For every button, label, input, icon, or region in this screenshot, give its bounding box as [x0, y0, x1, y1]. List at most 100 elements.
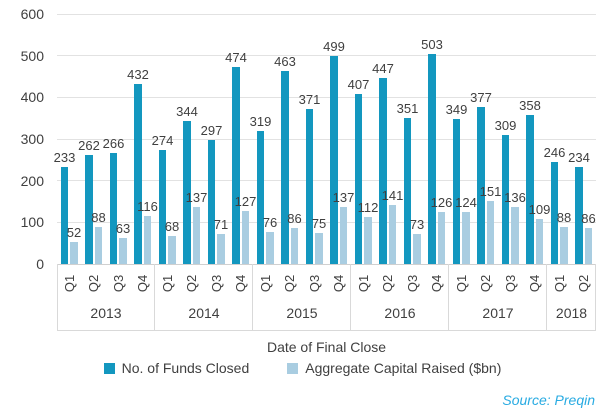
funds-value-label-2014-Q4: 474	[225, 49, 247, 65]
y-tick-label-200: 200	[20, 172, 44, 189]
capital-bar-2016-Q3	[413, 233, 421, 264]
capital-bar-2015-Q1	[266, 232, 274, 264]
quarter-label-2013-Q4: Q4	[135, 274, 151, 293]
quarter-label-2017-Q3: Q3	[502, 274, 518, 293]
funds-bar-2014-Q2	[183, 120, 191, 264]
year-label-2017: 2017	[482, 305, 514, 321]
funds-bar-2013-Q2	[85, 154, 93, 264]
year-band-separator-2013	[154, 264, 155, 330]
year-band-separator-2015	[350, 264, 351, 330]
quarter-label-2013-Q3: Q3	[110, 274, 126, 293]
capital-value-label-2015-Q4: 137	[332, 189, 355, 205]
capital-bar-2014-Q4	[241, 211, 250, 264]
quarter-label-2015-Q4: Q4	[331, 274, 347, 293]
gridline-600	[57, 13, 596, 15]
source-credit: Source: Preqin	[502, 392, 595, 408]
funds-value-label-2017-Q2: 377	[470, 89, 492, 105]
funds-value-label-2017-Q1: 349	[445, 101, 468, 117]
funds-value-label-2013-Q1: 233	[53, 149, 76, 165]
funds-bar-2017-Q1	[452, 118, 461, 264]
capital-value-label-2018-Q2: 86	[581, 211, 596, 227]
quarter-label-2014-Q4: Q4	[233, 274, 249, 293]
capital-bar-2014-Q3	[217, 234, 225, 264]
capital-bar-2014-Q1	[168, 235, 176, 264]
capital-value-label-2015-Q3: 75	[311, 215, 327, 231]
funds-bar-2015-Q3	[305, 109, 314, 264]
funds-bar-2015-Q1	[256, 131, 265, 264]
legend-item-funds: No. of Funds Closed	[103, 360, 249, 376]
y-tick-label-400: 400	[20, 89, 44, 106]
funds-value-label-2017-Q4: 358	[519, 97, 541, 113]
x-axis-line	[57, 263, 596, 265]
quarter-label-2018-Q1: Q1	[551, 274, 567, 293]
gridline-200	[57, 180, 596, 182]
funds-bar-2016-Q4	[428, 54, 436, 264]
quarter-label-2016-Q3: Q3	[404, 274, 420, 293]
quarter-label-2015-Q2: Q2	[282, 274, 298, 293]
year-label-2018: 2018	[555, 305, 588, 321]
capital-bar-2018-Q2	[584, 228, 593, 264]
funds-bar-2015-Q4	[330, 56, 338, 264]
quarter-label-2017-Q1: Q1	[453, 274, 469, 293]
capital-legend-label: Aggregate Capital Raised ($bn)	[305, 360, 502, 376]
quarter-label-2016-Q2: Q2	[380, 274, 396, 293]
funds-bar-2016-Q3	[403, 117, 412, 264]
year-label-2013: 2013	[90, 305, 122, 321]
capital-value-label-2013-Q4: 116	[137, 198, 158, 214]
year-band-separator-start	[57, 264, 58, 330]
capital-bar-2017-Q4	[535, 218, 544, 264]
quarter-label-2017-Q2: Q2	[478, 274, 494, 293]
year-label-2016: 2016	[384, 305, 416, 321]
funds-bar-2013-Q4	[134, 84, 142, 264]
funds-value-label-2015-Q1: 319	[249, 114, 272, 130]
capital-bar-2013-Q2	[94, 227, 103, 264]
funds-value-label-2017-Q3: 309	[494, 118, 517, 134]
funds-value-label-2018-Q2: 234	[568, 149, 590, 165]
funds-value-label-2018-Q1: 246	[543, 144, 566, 160]
funds-value-label-2015-Q3: 371	[298, 92, 321, 108]
quarter-label-2013-Q2: Q2	[86, 274, 102, 293]
funds-bar-2016-Q2	[379, 77, 387, 264]
funds-bar-2017-Q2	[477, 106, 485, 264]
funds-bar-2018-Q2	[575, 166, 583, 264]
funds-value-label-2013-Q3: 266	[102, 136, 125, 152]
quarter-label-2018-Q2: Q2	[576, 274, 592, 293]
funds-value-label-2016-Q4: 503	[421, 37, 443, 53]
quarter-label-2013-Q1: Q1	[61, 274, 77, 293]
capital-bar-2013-Q1	[70, 242, 78, 264]
capital-bar-2013-Q4	[143, 215, 152, 264]
capital-value-label-2018-Q1: 88	[556, 210, 572, 226]
year-band-separator-2017	[546, 264, 547, 330]
funds-value-label-2014-Q3: 297	[200, 123, 223, 139]
capital-value-label-2015-Q2: 86	[287, 211, 302, 227]
capital-value-label-2017-Q2: 151	[479, 184, 502, 200]
y-tick-label-300: 300	[20, 131, 44, 147]
capital-value-label-2016-Q2: 141	[381, 188, 404, 204]
x-axis-title: Date of Final Close	[266, 339, 387, 355]
legend-item-capital: Aggregate Capital Raised ($bn)	[287, 360, 501, 376]
funds-value-label-2016-Q2: 447	[372, 60, 394, 76]
quarter-label-2014-Q2: Q2	[184, 274, 200, 293]
capital-bar-2015-Q3	[315, 232, 323, 264]
capital-bar-2015-Q2	[290, 228, 299, 264]
capital-bar-2017-Q1	[462, 212, 470, 264]
gridline-100	[57, 221, 596, 223]
capital-bar-2018-Q1	[560, 227, 568, 264]
funds-bar-2013-Q3	[109, 153, 118, 264]
quarter-label-2017-Q4: Q4	[527, 274, 543, 293]
quarter-label-2015-Q3: Q3	[306, 274, 322, 293]
year-band-separator-2018	[595, 264, 596, 330]
capital-legend-swatch	[287, 362, 299, 374]
capital-value-label-2016-Q4: 126	[430, 194, 453, 210]
quarter-label-2016-Q4: Q4	[429, 274, 445, 293]
y-tick-label-600: 600	[20, 6, 44, 22]
funds-value-label-2013-Q4: 432	[127, 67, 149, 82]
capital-value-label-2017-Q4: 109	[528, 201, 551, 217]
funds-bar-2016-Q1	[354, 94, 363, 264]
capital-bar-2017-Q2	[486, 201, 495, 264]
funds-value-label-2014-Q1: 274	[151, 132, 174, 148]
funds-value-label-2014-Q2: 344	[176, 103, 198, 119]
funds-bar-2014-Q3	[207, 140, 216, 264]
y-tick-label-0: 0	[36, 256, 44, 272]
